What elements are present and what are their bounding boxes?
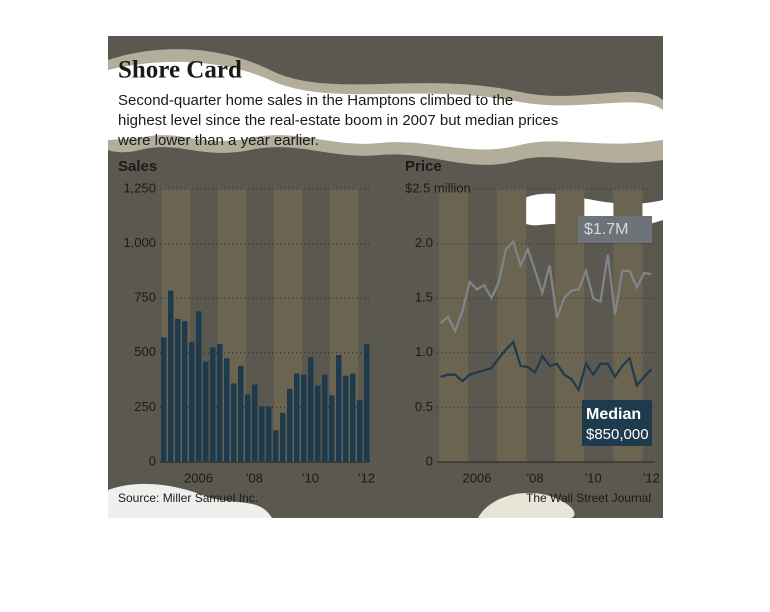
x-tick-label: '10 bbox=[585, 470, 602, 485]
year-shade bbox=[497, 189, 527, 462]
line bbox=[440, 339, 653, 393]
bar bbox=[308, 357, 314, 462]
bar bbox=[350, 373, 356, 462]
subtitle: Second-quarter home sales in the Hampton… bbox=[118, 92, 513, 109]
annotation: $1.7M bbox=[584, 221, 628, 238]
y-tick-label: 2.0 bbox=[415, 235, 433, 250]
annotation-box bbox=[578, 216, 652, 243]
bar bbox=[245, 394, 251, 462]
panel-title: Sales bbox=[118, 158, 157, 175]
bar bbox=[217, 344, 223, 462]
y-tick-label: 1,000 bbox=[123, 235, 156, 250]
x-tick-label: '10 bbox=[302, 470, 319, 485]
bar bbox=[203, 361, 209, 462]
source: Source: Miller Samuel Inc. bbox=[118, 491, 258, 505]
bar bbox=[210, 347, 216, 462]
bar bbox=[189, 341, 195, 462]
y-tick-label: 0 bbox=[426, 453, 433, 468]
bar bbox=[175, 318, 181, 462]
bar bbox=[287, 388, 293, 462]
line bbox=[439, 239, 652, 334]
annotation-box bbox=[582, 400, 652, 446]
bar bbox=[301, 374, 307, 462]
y-tick-label: 250 bbox=[134, 399, 156, 414]
bar bbox=[231, 383, 237, 462]
y-tick-label: 750 bbox=[134, 290, 156, 305]
y-tick-label: 0.5 bbox=[415, 399, 433, 414]
bar bbox=[315, 385, 321, 462]
panel-title: Price bbox=[405, 158, 442, 175]
bar bbox=[280, 412, 286, 462]
subtitle: were lower than a year earlier. bbox=[117, 132, 319, 149]
x-tick-label: '08 bbox=[246, 470, 263, 485]
highlight-blob bbox=[478, 492, 575, 518]
subtitle: highest level since the real-estate boom… bbox=[118, 112, 558, 129]
bar bbox=[224, 358, 230, 462]
bar bbox=[266, 406, 272, 462]
y-tick-label: 0 bbox=[149, 453, 156, 468]
x-tick-label: 2006 bbox=[463, 470, 492, 485]
bar bbox=[329, 395, 335, 462]
annotation: $850,000 bbox=[586, 426, 649, 443]
credit: The Wall Street Journal bbox=[526, 491, 651, 505]
bar bbox=[336, 354, 342, 462]
y-tick-label: 1,250 bbox=[123, 180, 156, 195]
y-tick-label: $2.5 million bbox=[405, 180, 471, 195]
x-tick-label: '08 bbox=[527, 470, 544, 485]
y-tick-label: 1.5 bbox=[415, 290, 433, 305]
highlight-blob bbox=[108, 483, 272, 518]
bar bbox=[259, 406, 265, 462]
highlight-blob bbox=[108, 61, 663, 150]
bar bbox=[168, 290, 174, 462]
bar bbox=[364, 344, 370, 462]
legend-label: Median bbox=[586, 406, 641, 423]
y-tick-label: 500 bbox=[134, 344, 156, 359]
bar bbox=[238, 365, 244, 462]
bar bbox=[182, 321, 188, 462]
x-tick-label: '12 bbox=[643, 470, 660, 485]
x-tick-label: '12 bbox=[358, 470, 375, 485]
bar bbox=[273, 430, 279, 462]
title: Shore Card bbox=[118, 57, 242, 84]
y-tick-label: 1.0 bbox=[415, 344, 433, 359]
bar bbox=[357, 399, 363, 462]
bar bbox=[294, 373, 300, 462]
bar bbox=[322, 374, 328, 462]
bar bbox=[343, 375, 349, 462]
bar bbox=[196, 311, 202, 462]
x-tick-label: 2006 bbox=[184, 470, 213, 485]
bar bbox=[252, 384, 258, 462]
bar bbox=[161, 337, 167, 462]
